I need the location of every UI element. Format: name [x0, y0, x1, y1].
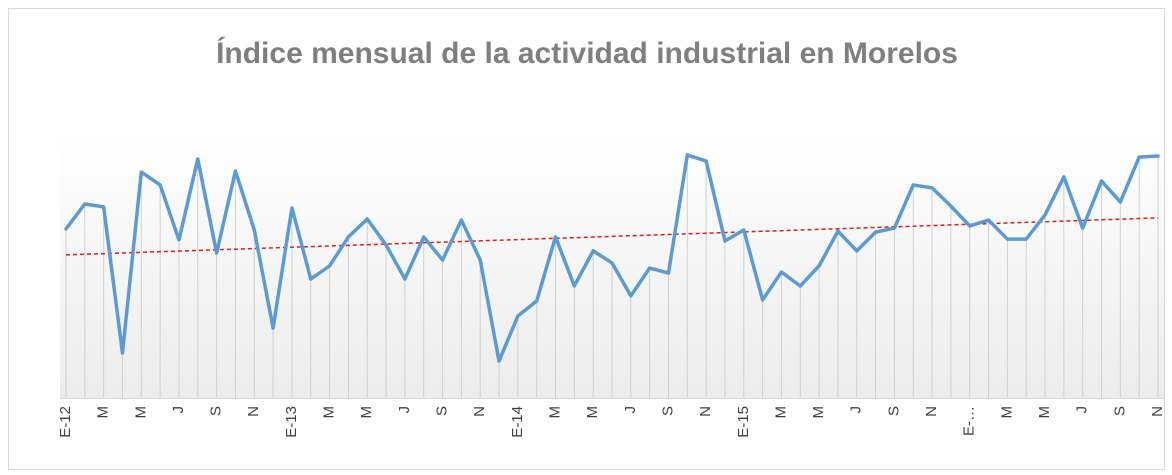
x-tick-label: M — [358, 406, 375, 419]
x-tick-label: N — [697, 406, 714, 417]
x-tick-label: E-13 — [283, 406, 300, 438]
x-tick-label: S — [885, 406, 902, 416]
x-tick-label: J — [170, 406, 187, 414]
x-tick-label: S — [208, 406, 225, 416]
x-tick-label: E-… — [961, 406, 978, 436]
x-tick-label: M — [998, 406, 1015, 419]
x-tick-label: M — [1036, 406, 1053, 419]
x-tick-label: J — [396, 406, 413, 414]
x-tick-label: N — [1149, 406, 1166, 417]
chart-title: Índice mensual de la actividad industria… — [216, 36, 958, 70]
x-tick-label: J — [622, 406, 639, 414]
data-line — [64, 153, 1160, 363]
x-tick-label: S — [1111, 406, 1128, 416]
x-tick-label: E-14 — [509, 406, 526, 438]
x-tick-label: N — [245, 406, 262, 417]
x-tick-label: S — [659, 406, 676, 416]
x-tick-label: N — [923, 406, 940, 417]
x-tick-label: J — [848, 406, 865, 414]
x-tick-label: J — [1074, 406, 1091, 414]
x-tick-label: M — [321, 406, 338, 419]
x-tick-label: M — [132, 406, 149, 419]
x-tick-label: M — [546, 406, 563, 419]
x-tick-label: M — [772, 406, 789, 419]
x-tick-label: E-12 — [57, 406, 74, 438]
x-tick-label: M — [584, 406, 601, 419]
x-tick-label: E-15 — [735, 406, 752, 438]
x-tick-label: N — [471, 406, 488, 417]
x-tick-label: M — [810, 406, 827, 419]
x-tick-label: S — [434, 406, 451, 416]
x-tick-label: M — [95, 406, 112, 419]
